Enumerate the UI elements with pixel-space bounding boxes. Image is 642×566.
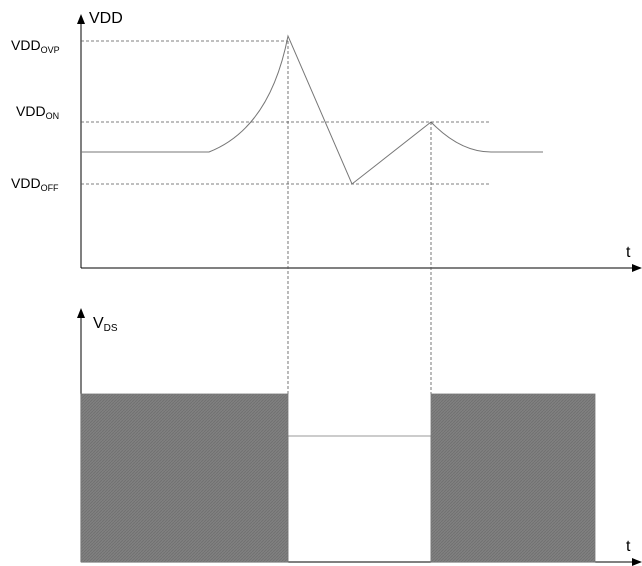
vdd-off-label-sub: OFF [41, 183, 59, 193]
vdd-y-axis-arrow [77, 14, 85, 24]
vds-plot: VDS t [77, 308, 642, 566]
vdd-waveform [81, 34, 543, 185]
vdd-on-label-sub: ON [46, 111, 60, 121]
vdd-x-axis-arrow [632, 264, 642, 272]
vds-off-state-level [287, 435, 432, 562]
vdd-ovp-label: VDDOVP [11, 37, 60, 55]
vds-y-axis-arrow [77, 308, 85, 318]
vdd-on-label: VDDON [16, 103, 59, 121]
vdd-ovp-label-sub: OVP [41, 45, 60, 55]
vdd-off-label: VDDOFF [11, 175, 59, 193]
vds-y-axis-label-main: V [93, 315, 104, 332]
vds-x-axis-arrow [632, 558, 642, 566]
vdd-off-label-main: VDD [11, 175, 41, 191]
vds-x-axis-label: t [626, 538, 631, 555]
vds-switching-block-2 [430, 393, 596, 563]
vdd-plot: VDD t VDDOVP VDDON VDDOFF [11, 10, 642, 272]
vdd-on-label-main: VDD [16, 103, 46, 119]
vdd-ovp-label-main: VDD [11, 37, 41, 53]
vds-switching-block-1 [80, 393, 289, 563]
vdd-y-axis-label: VDD [89, 10, 123, 27]
vdd-x-axis-label: t [626, 244, 631, 261]
vds-y-axis-label-sub: DS [104, 323, 118, 334]
vds-y-axis-label: VDS [93, 315, 118, 334]
